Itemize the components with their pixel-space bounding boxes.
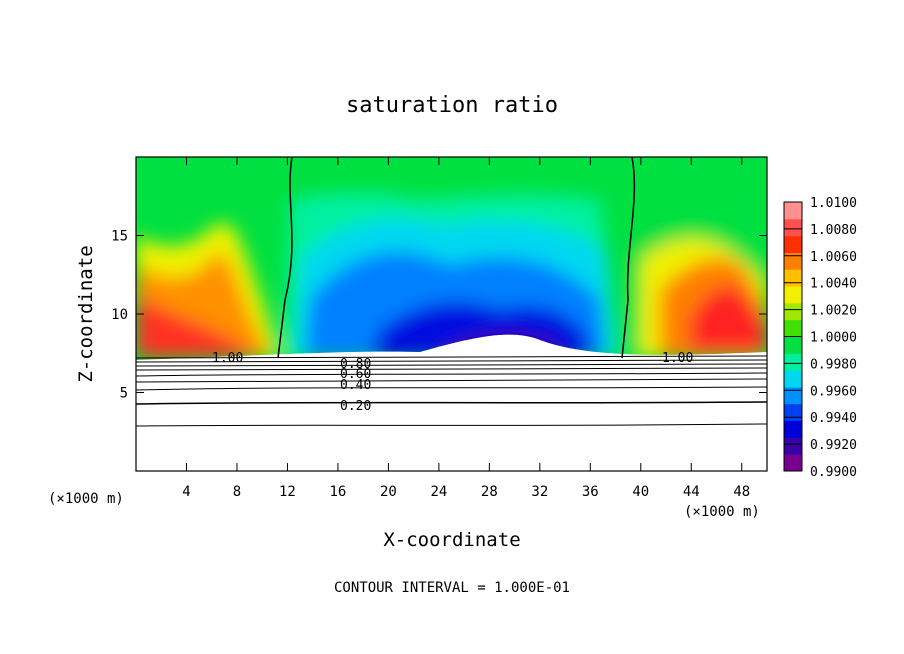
colorbar-swatch — [784, 269, 802, 287]
colorbar-label: 1.0020 — [810, 304, 857, 319]
contour-interval-note: CONTOUR INTERVAL = 1.000E-01 — [334, 580, 570, 596]
colorbar-swatch — [784, 319, 802, 337]
x-tick-label: 8 — [233, 484, 241, 500]
colorbar-label: 0.9980 — [810, 357, 857, 372]
colorbar-label: 1.0100 — [810, 196, 857, 211]
colorbar-label: 1.0040 — [810, 277, 857, 292]
colorbar-swatch — [784, 353, 802, 371]
colorbar-label: 0.9960 — [810, 384, 857, 399]
colorbar-label: 0.9920 — [810, 438, 857, 453]
x-tick-label: 20 — [380, 484, 397, 500]
y-tick-label: 5 — [120, 386, 128, 402]
colorbar-swatch — [784, 235, 802, 253]
colorbar-swatch — [784, 202, 802, 220]
colorbar-swatch — [784, 454, 802, 472]
contour-label: 0.60 — [340, 367, 371, 382]
contour-label: 1.00 — [662, 351, 693, 366]
colorbar-swatch — [784, 336, 802, 354]
colorbar-swatch — [784, 403, 802, 422]
y-axis-label: Z-coordinate — [75, 245, 97, 382]
x-tick-label: 32 — [531, 484, 548, 500]
x-unit-left: (×1000 m) — [48, 491, 124, 507]
colorbar-swatch — [784, 437, 802, 455]
colorbar-swatch — [784, 386, 802, 405]
contour-label-group: 1.00 0.80 0.60 0.40 0.20 1.00 — [212, 351, 693, 414]
colorbar: 1.0100 1.0080 1.0060 1.0040 1.0020 1.0000 0.99… — [783, 196, 857, 480]
colorbar-swatch — [784, 286, 802, 304]
colorbar-swatch — [784, 252, 802, 270]
x-tick-label: 4 — [182, 484, 190, 500]
x-tick-label: 16 — [329, 484, 346, 500]
x-tick-label: 40 — [632, 484, 649, 500]
contour-label: 0.80 — [340, 357, 371, 372]
y-tick-label: 15 — [111, 229, 128, 245]
colorbar-label: 0.9940 — [810, 411, 857, 426]
x-tick-label: 24 — [430, 484, 447, 500]
x-tick-label: 28 — [481, 484, 498, 500]
y-axis-ticks: 5 10 15 — [111, 229, 767, 402]
x-tick-label: 36 — [582, 484, 599, 500]
x-tick-label: 48 — [733, 484, 750, 500]
colorbar-swatch — [784, 370, 802, 388]
contour-label: 0.20 — [340, 399, 371, 414]
x-axis-ticks: 4 8 12 16 20 24 28 32 36 40 44 48 — [182, 157, 750, 500]
colorbar-label: 1.0000 — [810, 331, 857, 346]
contour-lines — [136, 157, 767, 427]
y-tick-label: 10 — [111, 307, 128, 323]
x-tick-label: 44 — [683, 484, 700, 500]
chart-title: saturation ratio — [346, 93, 558, 118]
contour-label: 1.00 — [212, 351, 243, 366]
colorbar-swatch — [784, 302, 802, 321]
x-axis-label: X-coordinate — [383, 529, 520, 551]
colorbar-label: 1.0080 — [810, 223, 857, 238]
colorbar-swatch — [784, 420, 802, 438]
contour-label: 0.40 — [340, 378, 371, 393]
colorbar-label: 1.0060 — [810, 250, 857, 265]
colorbar-swatch — [784, 218, 802, 237]
x-tick-label: 12 — [279, 484, 296, 500]
x-unit-right: (×1000 m) — [684, 504, 760, 520]
saturation-field — [136, 157, 767, 471]
colorbar-label: 0.9900 — [810, 465, 857, 480]
